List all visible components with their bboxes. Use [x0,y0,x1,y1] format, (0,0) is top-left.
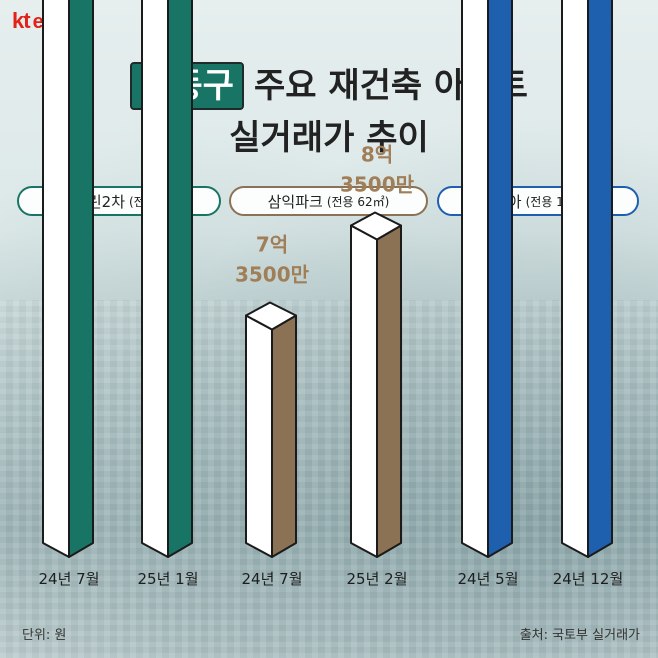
x-tick-label: 25년 2월 [347,570,408,588]
bar-front-face [245,314,273,558]
bar-value-label: 3500만 [235,263,310,287]
x-tick-label: 24년 7월 [39,570,100,588]
bar-front-face [350,224,378,558]
bar-side-face [376,224,402,558]
logo-kt: kt [12,8,31,33]
bar-value-label: 8억 [361,143,393,167]
bar-front-face [561,0,589,558]
x-tick-label: 24년 12월 [553,570,624,588]
bar-side-face [587,0,613,558]
complex-pill-samik-park: 삼익파크 (전용 62㎡) [229,186,428,216]
complex-name: 삼익파크 [267,192,323,211]
bar-front-face [141,0,169,558]
source-note: 출처: 국토부 실거래가 [519,628,640,643]
x-tick-label: 25년 1월 [138,570,199,588]
bar-top-face [350,211,402,241]
bar-front-face [42,0,70,558]
bar-side-face [487,0,513,558]
bar-value-label: 7억 [256,233,288,257]
x-tick-label: 24년 5월 [458,570,519,588]
bar-top-face [245,301,297,331]
unit-note: 단위: 원 [22,628,67,643]
title-line-2: 실거래가 추이 [229,118,429,158]
bar-side-face [68,0,94,558]
complex-area: (전용 62㎡) [326,194,390,209]
x-tick-label: 24년 7월 [242,570,303,588]
bar-front-face [461,0,489,558]
bar-side-face [271,314,297,558]
bar-value-label: 3500만 [340,173,415,197]
bar-side-face [167,0,193,558]
